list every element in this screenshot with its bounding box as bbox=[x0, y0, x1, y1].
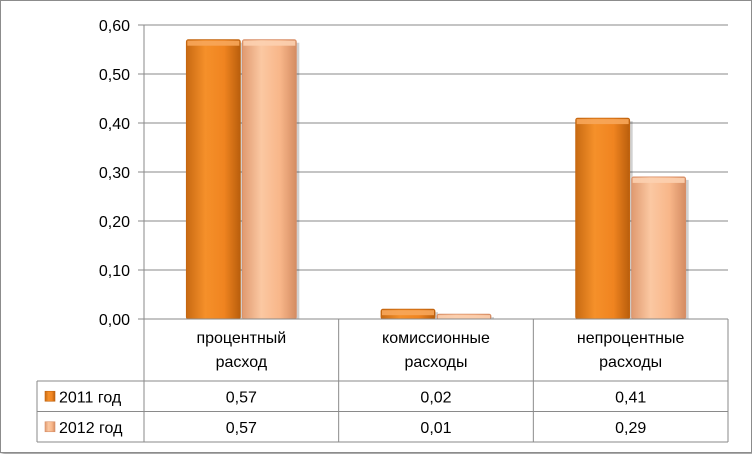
bar bbox=[185, 39, 241, 320]
bar-bevel bbox=[382, 310, 434, 316]
table-value: 0,57 bbox=[226, 420, 257, 437]
y-tick-label: 0,50 bbox=[99, 67, 130, 84]
table-value: 0,29 bbox=[615, 420, 646, 437]
bar-bevel bbox=[187, 40, 240, 46]
category-label: непроцентные bbox=[577, 330, 685, 347]
legend-swatch bbox=[44, 390, 56, 402]
legend-swatch bbox=[44, 421, 56, 433]
data-table: процентный расход комиссионные расходы непро… bbox=[36, 318, 729, 443]
bars bbox=[185, 39, 689, 320]
table-value: 0,41 bbox=[615, 389, 646, 406]
bar bbox=[241, 39, 297, 320]
bar-bevel bbox=[576, 119, 629, 125]
gridlines bbox=[144, 24, 728, 271]
table-value: 0,02 bbox=[420, 389, 451, 406]
y-tick-label: 0,40 bbox=[99, 116, 130, 133]
table-value: 0,01 bbox=[420, 420, 451, 437]
bar bbox=[631, 176, 687, 320]
y-tick-label: 0,60 bbox=[99, 18, 130, 35]
y-tick-label: 0,30 bbox=[99, 165, 130, 182]
bar-bevel bbox=[632, 177, 685, 183]
legend-label: 2012 год bbox=[59, 420, 123, 437]
y-tick-label: 0,10 bbox=[99, 263, 130, 280]
bar bbox=[575, 117, 631, 320]
y-axis: 0,00 0,10 0,20 0,30 0,40 0,50 0,60 bbox=[99, 18, 145, 442]
bar-bevel bbox=[438, 315, 490, 319]
y-tick-label: 0,00 bbox=[99, 312, 130, 329]
legend-label: 2011 год bbox=[59, 389, 122, 406]
y-tick-label: 0,20 bbox=[99, 214, 130, 231]
category-label: расход bbox=[216, 354, 268, 371]
category-label: комиссионные bbox=[382, 330, 490, 347]
table-value: 0,57 bbox=[226, 389, 257, 406]
category-label: расходы bbox=[405, 354, 468, 371]
bar-bevel bbox=[243, 40, 296, 46]
category-label: процентный bbox=[196, 330, 286, 347]
category-label: расходы bbox=[599, 354, 662, 371]
